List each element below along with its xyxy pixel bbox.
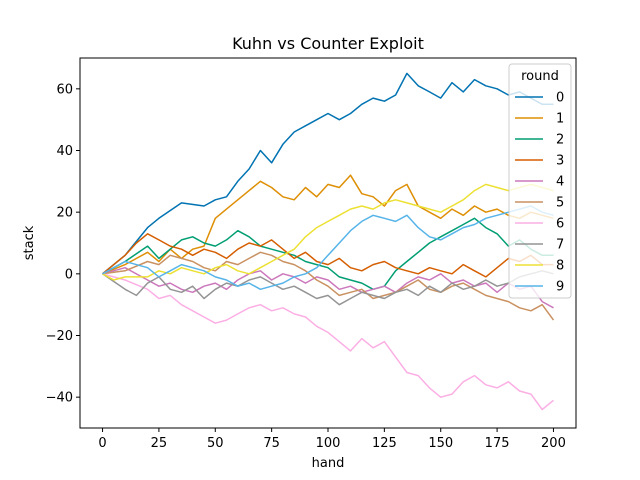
legend-items: 0 1 2 3 4 5 6 7 8 9: [515, 91, 564, 295]
x-axis-label: hand: [312, 456, 345, 471]
y-axis-label: stack: [22, 225, 37, 260]
legend-label-4: 4: [556, 175, 564, 190]
legend: round 0 1 2 3 4 5 6 7 8 9: [508, 63, 572, 299]
y-axis-ticks: −40 −20 0 20 40 60: [46, 82, 80, 406]
series-line-9: [102, 205, 554, 291]
x-tick-label: 150: [428, 436, 453, 451]
x-tick-label: 200: [541, 436, 566, 451]
series-line-6: [102, 273, 554, 411]
legend-label-6: 6: [556, 217, 564, 232]
legend-label-7: 7: [556, 238, 564, 253]
y-tick-label: 0: [65, 267, 73, 282]
x-tick-label: 175: [485, 436, 510, 451]
series-line-7: [102, 270, 554, 306]
y-tick-label: 20: [56, 206, 73, 221]
y-tick-label: 60: [56, 82, 73, 97]
x-axis-ticks: 0 25 50 75 100 125 150 175 200: [98, 428, 566, 451]
legend-label-8: 8: [556, 259, 564, 274]
y-tick-label: −20: [46, 329, 73, 344]
series-line-1: [102, 174, 554, 275]
legend-title: round: [521, 69, 559, 84]
legend-label-2: 2: [556, 133, 564, 148]
x-tick-label: 75: [263, 436, 280, 451]
y-tick-label: −40: [46, 391, 73, 406]
series-line-8: [102, 183, 554, 281]
series-line-5: [102, 251, 555, 321]
series-line-2: [102, 217, 554, 291]
x-tick-label: 125: [372, 436, 397, 451]
x-tick-label: 50: [207, 436, 224, 451]
legend-label-3: 3: [556, 154, 564, 169]
legend-label-5: 5: [556, 196, 564, 211]
x-tick-label: 100: [316, 436, 341, 451]
x-tick-label: 0: [98, 436, 106, 451]
legend-label-0: 0: [556, 91, 564, 106]
x-tick-label: 25: [151, 436, 168, 451]
series-line-3: [102, 233, 554, 278]
legend-label-9: 9: [556, 280, 564, 295]
chart-title: Kuhn vs Counter Exploit: [232, 34, 424, 53]
legend-label-1: 1: [556, 112, 564, 127]
y-tick-label: 40: [56, 144, 73, 159]
series-line-0: [102, 72, 554, 275]
series-lines: [102, 72, 555, 411]
